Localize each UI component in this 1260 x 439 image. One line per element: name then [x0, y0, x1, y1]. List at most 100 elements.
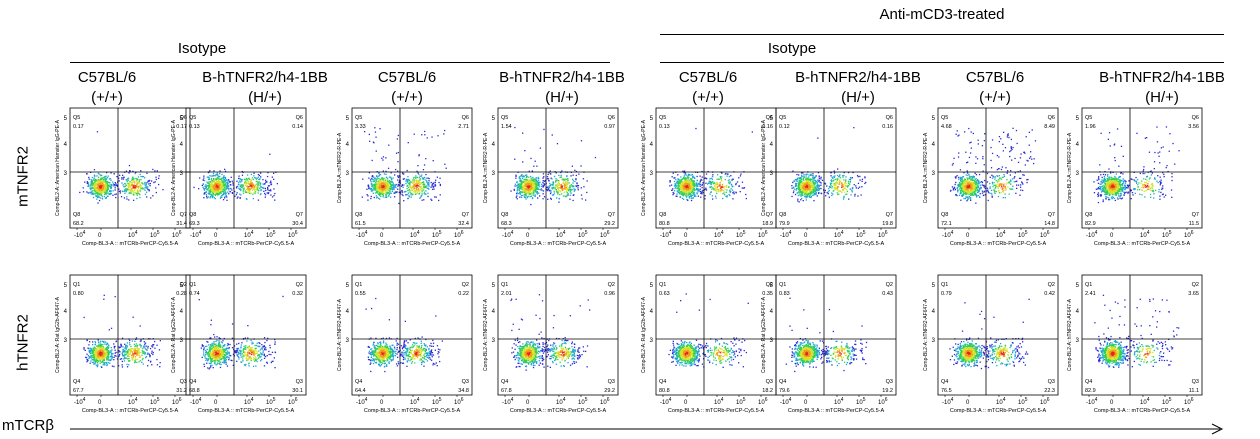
- event-dot: [725, 191, 727, 193]
- event-dot: [253, 184, 255, 186]
- event-dot: [575, 178, 577, 181]
- event-dot: [528, 183, 530, 186]
- event-dot: [810, 183, 812, 185]
- event-dot: [728, 182, 730, 184]
- event-dot: [394, 185, 396, 187]
- event-dot: [215, 188, 218, 190]
- event-dot: [226, 188, 228, 190]
- event-dot: [550, 197, 552, 199]
- event-dot: [128, 172, 130, 174]
- event-dot: [98, 181, 100, 183]
- event-dot: [362, 178, 364, 180]
- event-dot: [811, 178, 813, 180]
- quadrant-name: Q7: [296, 212, 303, 218]
- event-dot: [141, 182, 143, 184]
- event-dot: [225, 185, 227, 187]
- event-dot: [207, 189, 209, 191]
- event-dot: [849, 178, 852, 181]
- event-dot: [431, 184, 433, 186]
- event-dot: [91, 190, 94, 192]
- event-dot: [439, 183, 441, 186]
- event-dot: [392, 188, 394, 191]
- event-dot: [382, 156, 385, 158]
- event-dot: [570, 192, 572, 194]
- event-dot: [585, 199, 587, 201]
- event-dot: [131, 182, 133, 184]
- event-dot: [253, 186, 255, 189]
- event-dot: [738, 185, 740, 187]
- event-dot: [211, 195, 213, 198]
- event-dot: [560, 176, 562, 178]
- event-dot: [716, 186, 718, 188]
- event-dot: [847, 185, 849, 187]
- event-dot: [731, 179, 733, 182]
- event-dot: [134, 188, 136, 190]
- x-tick-label: 104: [714, 230, 724, 239]
- event-dot: [566, 189, 569, 191]
- event-dot: [383, 189, 385, 191]
- x-tick-label: 106: [172, 230, 182, 239]
- event-dot: [569, 187, 571, 189]
- event-dot: [810, 196, 812, 199]
- event-dot: [125, 184, 127, 186]
- event-dot: [246, 188, 248, 191]
- event-dot: [524, 174, 527, 177]
- event-dot: [389, 186, 391, 188]
- event-dot: [241, 178, 243, 181]
- event-dot: [103, 179, 105, 181]
- event-dot: [722, 197, 724, 200]
- event-dot: [701, 179, 703, 181]
- event-dot: [273, 178, 275, 180]
- event-dot: [375, 136, 377, 138]
- event-dot: [397, 151, 399, 154]
- event-dot: [213, 197, 215, 199]
- event-dot: [383, 190, 385, 192]
- event-dot: [115, 183, 117, 185]
- event-dot: [692, 184, 694, 186]
- event-dot: [140, 185, 142, 187]
- event-dot: [125, 191, 127, 193]
- event-dot: [696, 187, 698, 190]
- event-dot: [391, 181, 393, 184]
- event-dot: [118, 188, 120, 190]
- event-dot: [835, 180, 838, 183]
- event-dot: [407, 179, 409, 181]
- event-dot: [676, 180, 678, 183]
- event-dot: [241, 170, 243, 173]
- event-dot: [857, 187, 859, 189]
- event-dot: [800, 172, 803, 174]
- event-dot: [672, 172, 674, 174]
- event-dot: [382, 187, 384, 189]
- event-dot: [555, 180, 557, 182]
- event-dot: [245, 177, 247, 180]
- event-dot: [105, 180, 107, 182]
- event-dot: [98, 199, 101, 202]
- event-dot: [745, 193, 747, 196]
- event-dot: [413, 185, 415, 187]
- event-dot: [556, 180, 558, 182]
- isotype-left-label: Isotype: [177, 40, 227, 57]
- event-dot: [670, 184, 673, 186]
- event-dot: [246, 174, 249, 176]
- event-dot: [418, 184, 420, 186]
- event-dot: [228, 180, 230, 182]
- event-dot: [827, 191, 829, 193]
- event-dot: [137, 191, 139, 194]
- event-dot: [378, 190, 380, 192]
- event-dot: [381, 179, 383, 181]
- event-dot: [702, 191, 704, 194]
- event-dot: [540, 185, 543, 187]
- event-dot: [104, 190, 106, 192]
- event-dot: [836, 188, 838, 190]
- event-dot: [228, 193, 230, 195]
- event-dot: [205, 191, 207, 194]
- event-dot: [675, 182, 678, 184]
- event-dot: [813, 200, 815, 202]
- event-dot: [368, 187, 370, 190]
- event-dot: [818, 180, 820, 182]
- quadrant-value: 0.13: [189, 124, 200, 130]
- event-dot: [428, 188, 430, 190]
- event-dot: [97, 183, 100, 186]
- event-dot: [216, 185, 218, 188]
- event-dot: [371, 190, 373, 192]
